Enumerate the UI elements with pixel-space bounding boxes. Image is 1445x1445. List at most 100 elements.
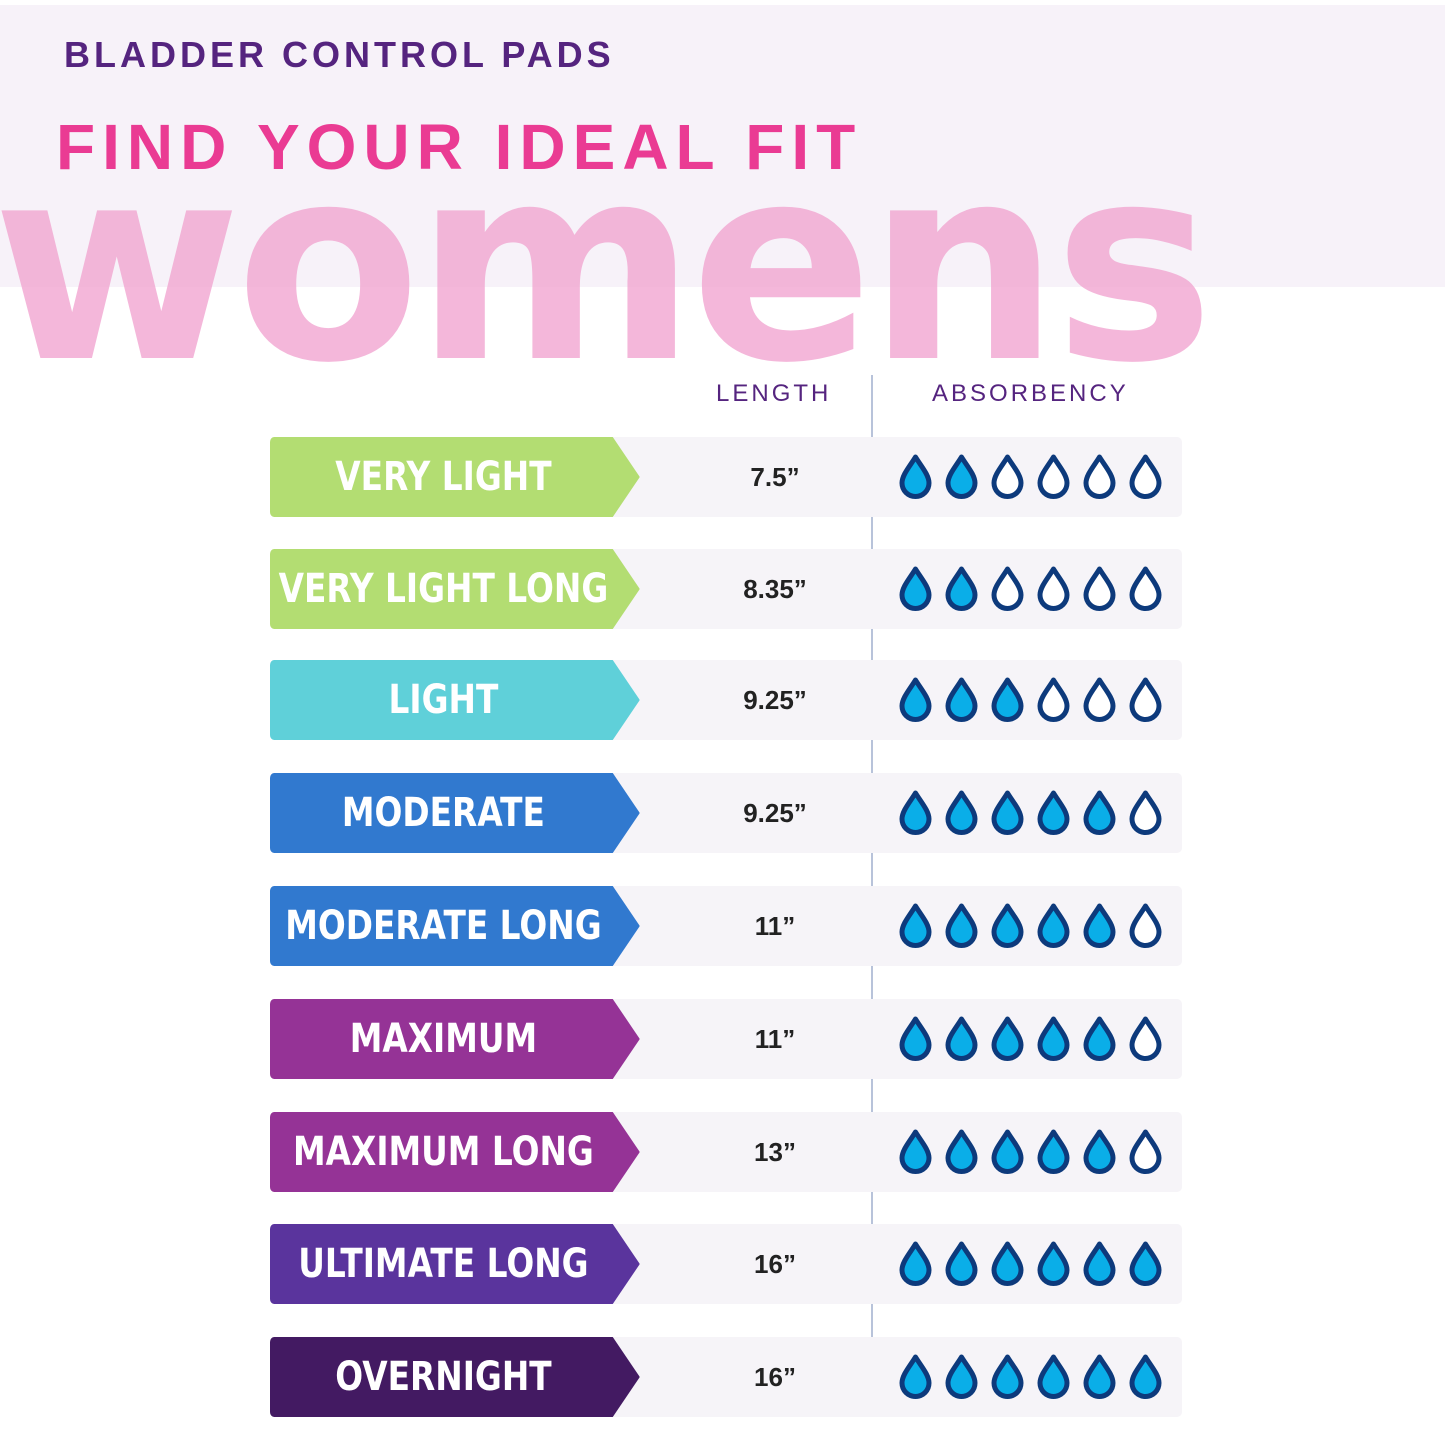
empty-drop-icon bbox=[1083, 566, 1116, 611]
absorbency-header: ABSORBENCY bbox=[932, 380, 1129, 407]
absorbency-rating bbox=[898, 1015, 1163, 1061]
empty-drop-icon bbox=[1037, 454, 1070, 499]
empty-drop-icon bbox=[1083, 454, 1116, 499]
row-background bbox=[570, 549, 1182, 629]
filled-drop-icon bbox=[945, 903, 978, 948]
table-row: MAXIMUM LONG 13” bbox=[270, 1112, 1182, 1192]
table-row: MODERATE LONG 11” bbox=[270, 886, 1182, 966]
empty-drop-icon bbox=[1129, 1129, 1162, 1174]
filled-drop-icon bbox=[1037, 1129, 1070, 1174]
row-background bbox=[570, 437, 1182, 517]
absorbency-rating bbox=[898, 676, 1163, 722]
empty-drop-icon bbox=[1129, 454, 1162, 499]
length-value: 8.35” bbox=[743, 574, 807, 604]
filled-drop-icon bbox=[945, 1354, 978, 1399]
length-value: 11” bbox=[754, 911, 796, 941]
filled-drop-icon bbox=[991, 677, 1024, 722]
filled-drop-icon bbox=[899, 1016, 932, 1061]
filled-drop-icon bbox=[945, 1016, 978, 1061]
filled-drop-icon bbox=[899, 1354, 932, 1399]
level-label: VERY LIGHT bbox=[270, 437, 640, 517]
absorbency-rating bbox=[898, 789, 1163, 835]
row-background bbox=[570, 660, 1182, 740]
filled-drop-icon bbox=[945, 1129, 978, 1174]
filled-drop-icon bbox=[1129, 1241, 1162, 1286]
filled-drop-icon bbox=[991, 1129, 1024, 1174]
empty-drop-icon bbox=[991, 566, 1024, 611]
absorbency-rating bbox=[898, 565, 1163, 611]
filled-drop-icon bbox=[1083, 790, 1116, 835]
filled-drop-icon bbox=[899, 1241, 932, 1286]
filled-drop-icon bbox=[1037, 1354, 1070, 1399]
row-background bbox=[570, 999, 1182, 1079]
filled-drop-icon bbox=[945, 454, 978, 499]
filled-drop-icon bbox=[991, 790, 1024, 835]
row-background bbox=[570, 1337, 1182, 1417]
filled-drop-icon bbox=[899, 1129, 932, 1174]
table-row: VERY LIGHT LONG 8.35” bbox=[270, 549, 1182, 629]
row-background bbox=[570, 1224, 1182, 1304]
absorbency-rating bbox=[898, 453, 1163, 499]
table-row: OVERNIGHT 16” bbox=[270, 1337, 1182, 1417]
absorbency-rating bbox=[898, 1240, 1163, 1286]
row-background bbox=[570, 886, 1182, 966]
level-label: LIGHT bbox=[270, 660, 640, 740]
filled-drop-icon bbox=[945, 1241, 978, 1286]
length-value: 9.25” bbox=[743, 798, 807, 828]
filled-drop-icon bbox=[1037, 790, 1070, 835]
filled-drop-icon bbox=[991, 1354, 1024, 1399]
length-value: 13” bbox=[754, 1137, 796, 1167]
subtitle: BLADDER CONTROL PADS bbox=[64, 34, 615, 75]
table-row: LIGHT 9.25” bbox=[270, 660, 1182, 740]
filled-drop-icon bbox=[899, 790, 932, 835]
length-value: 11” bbox=[754, 1024, 796, 1054]
filled-drop-icon bbox=[1037, 903, 1070, 948]
filled-drop-icon bbox=[1037, 1241, 1070, 1286]
level-label: MAXIMUM LONG bbox=[270, 1112, 640, 1192]
table-row: VERY LIGHT 7.5” bbox=[270, 437, 1182, 517]
filled-drop-icon bbox=[945, 790, 978, 835]
empty-drop-icon bbox=[1037, 566, 1070, 611]
empty-drop-icon bbox=[991, 454, 1024, 499]
filled-drop-icon bbox=[991, 1016, 1024, 1061]
empty-drop-icon bbox=[1083, 677, 1116, 722]
filled-drop-icon bbox=[899, 677, 932, 722]
womens-watermark: womens bbox=[0, 107, 1214, 422]
level-label: MODERATE LONG bbox=[270, 886, 640, 966]
level-label: VERY LIGHT LONG bbox=[270, 549, 640, 629]
filled-drop-icon bbox=[1083, 1241, 1116, 1286]
filled-drop-icon bbox=[899, 454, 932, 499]
filled-drop-icon bbox=[1083, 1129, 1116, 1174]
length-value: 16” bbox=[754, 1249, 796, 1279]
table-row: MODERATE 9.25” bbox=[270, 773, 1182, 853]
page-title: FIND YOUR IDEAL FIT bbox=[56, 111, 863, 183]
row-background bbox=[570, 773, 1182, 853]
length-value: 7.5” bbox=[750, 462, 800, 492]
filled-drop-icon bbox=[991, 903, 1024, 948]
filled-drop-icon bbox=[1083, 1016, 1116, 1061]
absorbency-rating bbox=[898, 1128, 1163, 1174]
level-label: MAXIMUM bbox=[270, 999, 640, 1079]
filled-drop-icon bbox=[945, 677, 978, 722]
level-label: OVERNIGHT bbox=[270, 1337, 640, 1417]
length-header: LENGTH bbox=[716, 380, 832, 407]
row-background bbox=[570, 1112, 1182, 1192]
level-label: ULTIMATE LONG bbox=[270, 1224, 640, 1304]
filled-drop-icon bbox=[1037, 1016, 1070, 1061]
empty-drop-icon bbox=[1129, 903, 1162, 948]
level-label: MODERATE bbox=[270, 773, 640, 853]
empty-drop-icon bbox=[1129, 677, 1162, 722]
header-band bbox=[0, 5, 1445, 287]
filled-drop-icon bbox=[899, 903, 932, 948]
filled-drop-icon bbox=[945, 566, 978, 611]
table-row: MAXIMUM 11” bbox=[270, 999, 1182, 1079]
length-value: 16” bbox=[754, 1362, 796, 1392]
absorbency-rating bbox=[898, 1353, 1163, 1399]
filled-drop-icon bbox=[991, 1241, 1024, 1286]
table-row: ULTIMATE LONG 16” bbox=[270, 1224, 1182, 1304]
filled-drop-icon bbox=[1083, 1354, 1116, 1399]
empty-drop-icon bbox=[1129, 1016, 1162, 1061]
empty-drop-icon bbox=[1129, 790, 1162, 835]
empty-drop-icon bbox=[1037, 677, 1070, 722]
filled-drop-icon bbox=[1129, 1354, 1162, 1399]
